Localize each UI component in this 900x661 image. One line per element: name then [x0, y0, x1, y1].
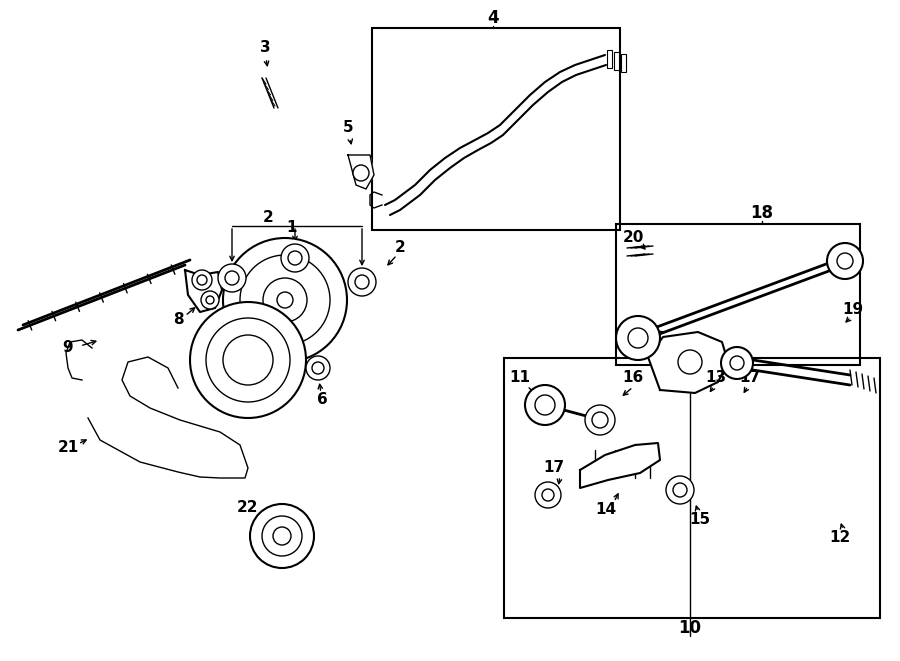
Circle shape	[277, 292, 293, 308]
Circle shape	[837, 253, 853, 269]
Text: 18: 18	[751, 204, 773, 222]
Circle shape	[250, 504, 314, 568]
Text: 3: 3	[260, 40, 270, 56]
Text: 4: 4	[487, 9, 499, 27]
Circle shape	[225, 271, 239, 285]
Polygon shape	[580, 443, 660, 488]
Text: 11: 11	[509, 371, 530, 385]
Circle shape	[728, 350, 748, 370]
Circle shape	[678, 350, 702, 374]
Circle shape	[525, 385, 565, 425]
Circle shape	[263, 278, 307, 322]
Polygon shape	[185, 270, 222, 312]
Text: 14: 14	[596, 502, 617, 518]
Circle shape	[542, 489, 554, 501]
Circle shape	[273, 527, 291, 545]
Circle shape	[353, 165, 369, 181]
Text: 9: 9	[63, 340, 73, 356]
Circle shape	[616, 316, 660, 360]
Text: 17: 17	[544, 461, 564, 475]
Circle shape	[355, 275, 369, 289]
Text: 2: 2	[263, 210, 274, 225]
Text: 21: 21	[58, 440, 78, 455]
Circle shape	[206, 296, 214, 304]
Text: 6: 6	[317, 393, 328, 407]
Text: 1: 1	[287, 221, 297, 235]
Text: 16: 16	[623, 371, 644, 385]
Circle shape	[730, 356, 744, 370]
Circle shape	[312, 362, 324, 374]
Bar	[616, 224, 860, 365]
Circle shape	[206, 318, 290, 402]
Circle shape	[218, 264, 246, 292]
Circle shape	[733, 355, 743, 365]
Polygon shape	[348, 155, 374, 189]
Text: 5: 5	[343, 120, 354, 136]
Circle shape	[721, 347, 753, 379]
Circle shape	[190, 302, 306, 418]
Circle shape	[592, 412, 608, 428]
Text: 10: 10	[679, 619, 701, 637]
Text: 12: 12	[830, 531, 850, 545]
Text: 17: 17	[740, 371, 760, 385]
Circle shape	[223, 335, 273, 385]
Text: 8: 8	[173, 313, 184, 327]
Circle shape	[223, 238, 347, 362]
Circle shape	[535, 395, 555, 415]
Circle shape	[262, 516, 302, 556]
Circle shape	[192, 270, 212, 290]
Bar	[504, 358, 880, 618]
Bar	[614, 52, 619, 70]
Polygon shape	[648, 332, 728, 393]
Text: 7: 7	[208, 391, 219, 405]
Circle shape	[348, 268, 376, 296]
Bar	[372, 28, 620, 230]
Text: 20: 20	[622, 229, 644, 245]
Bar	[607, 50, 612, 68]
Circle shape	[288, 251, 302, 265]
Circle shape	[201, 291, 219, 309]
Circle shape	[628, 328, 648, 348]
Text: 19: 19	[842, 303, 864, 317]
Circle shape	[281, 244, 309, 272]
Bar	[621, 54, 626, 72]
Circle shape	[306, 356, 330, 380]
Circle shape	[673, 483, 687, 497]
Circle shape	[240, 255, 330, 345]
Circle shape	[585, 405, 615, 435]
Circle shape	[535, 482, 561, 508]
Text: 15: 15	[689, 512, 711, 527]
Circle shape	[197, 275, 207, 285]
Circle shape	[827, 243, 863, 279]
Text: 2: 2	[394, 241, 405, 256]
Text: 13: 13	[706, 371, 726, 385]
Circle shape	[666, 476, 694, 504]
Text: 22: 22	[238, 500, 259, 516]
